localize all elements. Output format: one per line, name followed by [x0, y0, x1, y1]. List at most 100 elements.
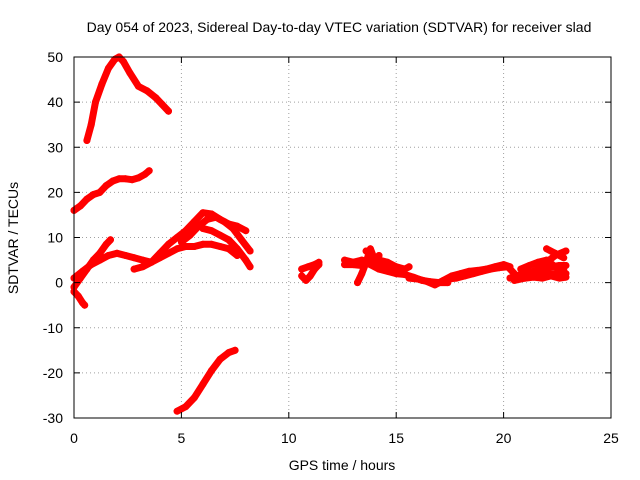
data-point: [203, 215, 211, 223]
data-point: [165, 107, 172, 115]
data-point: [560, 254, 568, 262]
data-point: [238, 236, 245, 244]
data-point: [521, 274, 529, 282]
data-point: [165, 240, 172, 248]
data-point: [225, 245, 233, 253]
data-point: [83, 137, 91, 144]
data-point: [212, 213, 220, 221]
x-tick-label: 0: [70, 430, 78, 446]
data-point: [555, 274, 563, 282]
data-point: [358, 270, 366, 278]
data-point: [562, 247, 570, 255]
y-axis-label: SDTVAR / TECUs: [5, 182, 21, 294]
data-point: [92, 98, 99, 106]
chart-title: Day 054 of 2023, Sidereal Day-to-day VTE…: [87, 19, 592, 35]
data-point: [517, 265, 525, 273]
data-point: [113, 249, 121, 257]
ticks: [73, 56, 612, 419]
data-point: [551, 263, 559, 271]
data-point: [242, 256, 250, 264]
data-point: [384, 258, 392, 266]
data-point: [173, 234, 181, 241]
series-arc-negative: [173, 346, 239, 415]
data-point: [145, 167, 153, 175]
data-point: [173, 407, 181, 415]
data-point: [147, 258, 155, 266]
data-point: [306, 272, 314, 280]
data-point: [87, 121, 95, 129]
data-point: [478, 267, 486, 275]
data-point: [208, 240, 215, 248]
data-point: [177, 238, 185, 246]
data-point: [119, 58, 127, 65]
data-point: [96, 188, 104, 196]
data-point: [225, 349, 233, 357]
data-point: [298, 265, 306, 273]
data-point: [208, 367, 215, 375]
x-tick-labels: 0 5 10 15 20 25: [70, 430, 619, 446]
data-point: [158, 100, 166, 108]
data-point: [560, 266, 568, 274]
data-point: [130, 254, 138, 262]
data-point: [139, 263, 147, 271]
data-point: [216, 243, 224, 250]
data-point: [405, 274, 413, 282]
data-point: [534, 265, 542, 273]
data-point: [349, 261, 357, 269]
data-point: [182, 227, 190, 235]
data-point: [543, 258, 551, 266]
data-point: [96, 256, 104, 264]
data-point: [102, 182, 110, 190]
y-tick-label: -10: [43, 320, 63, 336]
data-point: [504, 263, 512, 271]
data-point: [115, 175, 123, 183]
data-point: [216, 355, 224, 363]
data-point: [242, 227, 250, 235]
data-point: [384, 267, 392, 275]
data-point: [81, 301, 89, 309]
x-tick-label: 5: [178, 430, 186, 446]
y-tick-labels: -30 -20 -10 0 10 20 30 40 50: [43, 49, 63, 426]
data-point: [354, 279, 361, 287]
data-point: [190, 243, 198, 250]
data-point: [495, 264, 503, 272]
data-point: [530, 273, 538, 281]
data-point: [375, 265, 383, 273]
y-tick-label: -30: [43, 410, 63, 426]
data-point: [165, 249, 172, 257]
y-tick-label: -20: [43, 365, 63, 381]
data-point: [229, 225, 237, 232]
data-series: [70, 53, 570, 415]
data-point: [107, 236, 114, 244]
data-point: [538, 274, 546, 282]
data-point: [233, 245, 241, 253]
data-point: [186, 231, 194, 239]
data-point: [562, 273, 570, 281]
data-point: [156, 249, 164, 257]
data-point: [173, 245, 181, 253]
data-point: [225, 236, 233, 244]
data-point: [199, 240, 207, 248]
data-point: [199, 209, 207, 217]
y-tick-label: 50: [47, 49, 63, 65]
data-point: [298, 272, 306, 280]
data-point: [547, 272, 555, 280]
data-point: [461, 272, 469, 280]
data-point: [128, 176, 136, 184]
data-point: [216, 231, 224, 239]
data-point: [220, 218, 228, 226]
data-point: [246, 263, 254, 271]
data-point: [89, 191, 97, 199]
data-point: [543, 245, 551, 253]
data-point: [102, 240, 110, 248]
data-point: [109, 177, 117, 185]
data-point: [371, 254, 379, 262]
data-point: [444, 275, 452, 283]
data-point: [87, 261, 95, 269]
x-tick-label: 20: [496, 430, 512, 446]
data-point: [122, 252, 130, 259]
x-tick-label: 25: [603, 430, 619, 446]
data-point: [96, 249, 104, 257]
data-point: [199, 380, 207, 388]
data-point: [143, 87, 151, 95]
